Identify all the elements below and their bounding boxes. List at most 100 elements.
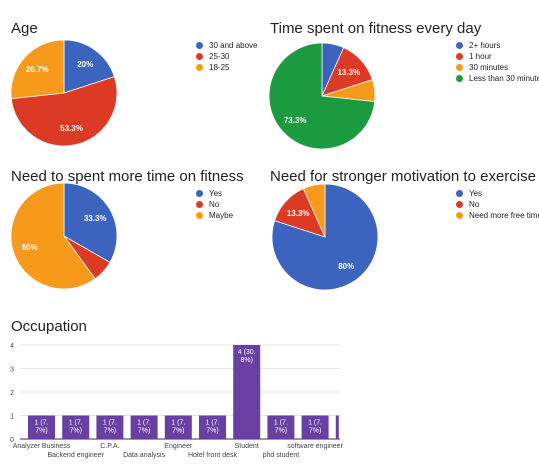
legend-label: Yes: [469, 189, 483, 198]
bar-data-label: 1 (7. 7%): [171, 420, 185, 435]
bar-data-label: 1 (7. 7%): [103, 420, 117, 435]
legend-swatch: [456, 64, 463, 71]
chart-title: Occupation: [11, 318, 87, 335]
bar: [267, 415, 295, 439]
legend-label: Yes: [209, 189, 223, 198]
legend-entry: Need more free time: [456, 210, 539, 221]
legend-label: No: [209, 200, 220, 209]
bar-data-label: 1 (7. 7%): [308, 420, 322, 435]
legend-entry: 1 hour: [456, 51, 539, 62]
legend-label: 18-25: [209, 63, 230, 72]
bar-data-label: 1 (7. 7%): [274, 420, 288, 435]
legend-swatch: [456, 201, 463, 208]
legend-swatch: [196, 212, 203, 219]
pie-slice-3: [302, 183, 326, 238]
chart-title: Need to spent more time on fitness: [11, 168, 244, 185]
legend-swatch: [196, 190, 203, 197]
pie-data-label: 26.7%: [26, 65, 49, 74]
chart-title: Age: [11, 20, 38, 37]
legend-label: Less than 30 minutes: [469, 74, 539, 83]
legend-entry: 18-25: [196, 62, 258, 73]
legend-entry: 2+ hours: [456, 40, 539, 51]
pie-data-label: 20%: [77, 60, 93, 69]
x-tick-label: Student: [235, 443, 259, 450]
bar-data-label: 4 (30. 8%): [238, 349, 256, 364]
pie-slice-4: [268, 42, 376, 150]
bar-data-label: 1 (7. 7%): [205, 420, 219, 435]
legend: Yes No Maybe: [196, 188, 233, 221]
legend-swatch: [196, 201, 203, 208]
y-tick-label: 4: [10, 343, 14, 350]
legend-swatch: [196, 53, 203, 60]
need-more-time-chart: Need to spent more time on fitness 33.3%…: [0, 160, 270, 310]
bar: [96, 415, 124, 439]
bar: [335, 415, 339, 439]
legend-label: 25-30: [209, 52, 230, 61]
x-tick-label: Backend engineer: [47, 452, 104, 459]
legend-swatch: [456, 53, 463, 60]
pie-data-label: 60%: [22, 243, 38, 252]
pie-slice-1: [63, 182, 118, 263]
pie-svg: 20% 53.3% 26.7%: [10, 39, 118, 147]
chart-title: Need for stronger motivation to exercise: [270, 168, 536, 185]
x-tick-label: phd student: [263, 452, 300, 459]
pie-slice-1: [271, 183, 379, 291]
pie-data-label: 73.3%: [284, 116, 307, 125]
legend-swatch: [456, 212, 463, 219]
legend-swatch: [196, 42, 203, 49]
pie-data-label: 13.3%: [337, 68, 360, 77]
pie-data-label: 33.3%: [84, 214, 107, 223]
x-tick-label: C.P.A.: [100, 443, 119, 450]
legend-entry: Maybe: [196, 210, 233, 221]
y-tick-label: 3: [10, 367, 14, 374]
pie-slice-2: [10, 76, 118, 147]
legend-entry: 30 and above: [196, 40, 258, 51]
y-tick-label: 2: [10, 390, 14, 397]
legend-label: 1 hour: [469, 52, 492, 61]
bar: [28, 415, 55, 439]
pie-slice-1: [63, 39, 115, 94]
legend-label: 30 and above: [209, 41, 258, 50]
pie-data-label: 13.3%: [287, 209, 310, 218]
pie-data-label: 80%: [338, 262, 354, 271]
x-tick-label: Analyzer Business: [13, 443, 71, 450]
legend-swatch: [456, 75, 463, 82]
legend-label: 2+ hours: [469, 41, 501, 50]
bar: [130, 415, 158, 439]
pie-slice-3: [10, 39, 65, 100]
bar-svg: 0 1 2 3 4 1 (7. 7%) Analyzer Business 1 (7. 7%) Ba…: [10, 343, 343, 459]
legend: 30 and above 25-30 18-25: [196, 40, 258, 73]
bar: [233, 345, 261, 439]
y-tick-label: 1: [10, 414, 14, 421]
legend-label: No: [469, 200, 480, 209]
bar-data-label: 1 (7. 7%): [137, 420, 151, 435]
chart-title: Time spent on fitness every day: [270, 20, 482, 37]
legend: 2+ hours 1 hour 30 minutes Less than 30 min…: [456, 40, 539, 84]
legend-entry: No: [456, 199, 539, 210]
pie-data-label: 53.3%: [60, 124, 83, 133]
time-spent-chart: Time spent on fitness every day 13.3% 73.…: [0, 0, 539, 160]
legend-label: Need more free time: [469, 211, 539, 220]
x-tick-label: Engineer: [164, 443, 193, 450]
age-chart: Age 20% 53.3% 26.7% 30 and above 25-30 18-25: [0, 0, 270, 160]
legend-entry: Yes: [196, 188, 233, 199]
occupation-chart: Occupation 0 1 2 3 4 1 (7. 7%) Analyzer Busines…: [0, 310, 539, 474]
legend-entry: No: [196, 199, 233, 210]
bar: [164, 415, 192, 439]
y-tick-label: 0: [10, 437, 14, 444]
legend-entry: Less than 30 minutes: [456, 73, 539, 84]
bar: [62, 415, 90, 439]
legend-label: 30 minutes: [469, 63, 509, 72]
motivation-chart: Need for stronger motivation to exercise…: [0, 160, 539, 310]
legend-label: Maybe: [209, 211, 234, 220]
pie-svg: 80% 13.3%: [271, 183, 379, 291]
x-tick-label: software engineer: [287, 443, 343, 450]
legend-swatch: [196, 64, 203, 71]
bar: [301, 415, 329, 439]
legend-entry: Yes: [456, 188, 539, 199]
x-tick-label: Hotel front desk: [188, 452, 238, 459]
legend-entry: 30 minutes: [456, 62, 539, 73]
x-tick-label: Data analysis: [123, 452, 166, 459]
legend-entry: 25-30: [196, 51, 258, 62]
pie-svg: 13.3% 73.3%: [268, 42, 376, 150]
